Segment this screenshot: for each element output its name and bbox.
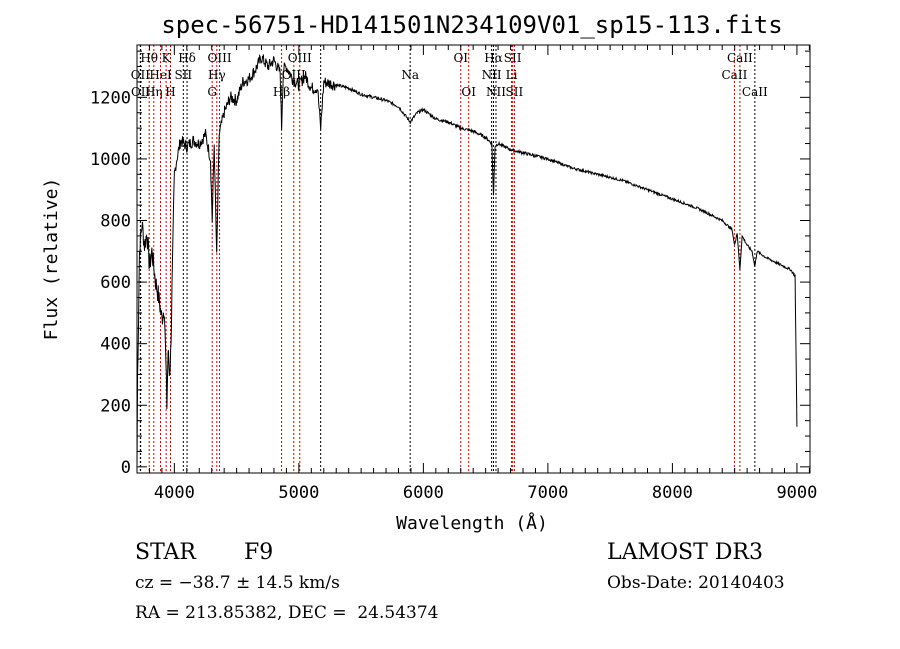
spectral-line-label: H: [165, 85, 175, 99]
y-tick-label: 600: [100, 273, 131, 293]
spectral-line-label: CaII: [742, 85, 768, 99]
y-tick-label: 200: [100, 396, 131, 416]
spectral-line-label: OI: [453, 51, 468, 65]
spectral-line-label: SII: [506, 85, 524, 99]
spectral-line-label: HeI: [149, 68, 172, 82]
y-tick-label: 800: [100, 212, 131, 232]
spectrum-line: [136, 54, 798, 468]
spectral-line-label: Hδ: [178, 51, 196, 65]
spectral-line-label: Hα: [484, 51, 503, 65]
x-tick-label: 6000: [403, 483, 444, 503]
x-tick-label: 9000: [776, 483, 817, 503]
spectral-line-label: Na: [401, 68, 419, 82]
x-tick-label: 4000: [154, 483, 195, 503]
y-tick-label: 1200: [90, 88, 131, 108]
spectral-line-label: Li: [506, 68, 518, 82]
y-tick-label: 0: [121, 458, 131, 478]
spectral-line-label: OIII: [288, 51, 312, 65]
y-tick-label: 400: [100, 335, 131, 355]
chart-title: spec-56751-HD141501N234109V01_sp15-113.f…: [161, 11, 782, 39]
redshift-cz: cz = −38.7 ± 14.5 km/s: [135, 573, 340, 593]
spectral-line-label: Hγ: [208, 68, 226, 82]
y-axis-label: Flux (relative): [41, 178, 62, 341]
spectral-line-label: G: [207, 85, 217, 99]
x-tick-label: 7000: [527, 483, 568, 503]
spectral-line-label: Hβ: [273, 85, 290, 99]
spectral-line-label: NII: [482, 68, 502, 82]
spectral-line-label: SII: [174, 68, 192, 82]
spectral-line-label: SII: [504, 51, 522, 65]
spectral-line-label: CaII: [727, 51, 753, 65]
obs-date: Obs-Date: 20140403: [607, 573, 785, 593]
spectral-line-label: K: [162, 51, 172, 65]
x-tick-label: 5000: [278, 483, 319, 503]
x-tick-label: 8000: [652, 483, 693, 503]
coordinates: RA = 213.85382, DEC = 24.54374: [135, 603, 439, 623]
spectral-line-label: OII: [131, 68, 151, 82]
spectral-line-label: OI: [461, 85, 476, 99]
spectral-line-label: OIII: [208, 51, 232, 65]
plot-frame: [136, 44, 811, 474]
object-class: STAR: [135, 540, 196, 565]
spectral-line-label: CaII: [722, 68, 748, 82]
subclass: F9: [244, 540, 274, 565]
y-tick-label: 1000: [90, 150, 131, 170]
spectral-line-label: NII: [486, 85, 506, 99]
x-axis-label: Wavelength (Å): [396, 512, 548, 534]
spectral-line-label: OII: [131, 85, 151, 99]
spectral-line-label: Hθ: [140, 51, 158, 65]
spectral-line-label: Hη: [145, 85, 163, 99]
survey-name: LAMOST DR3: [607, 540, 763, 565]
